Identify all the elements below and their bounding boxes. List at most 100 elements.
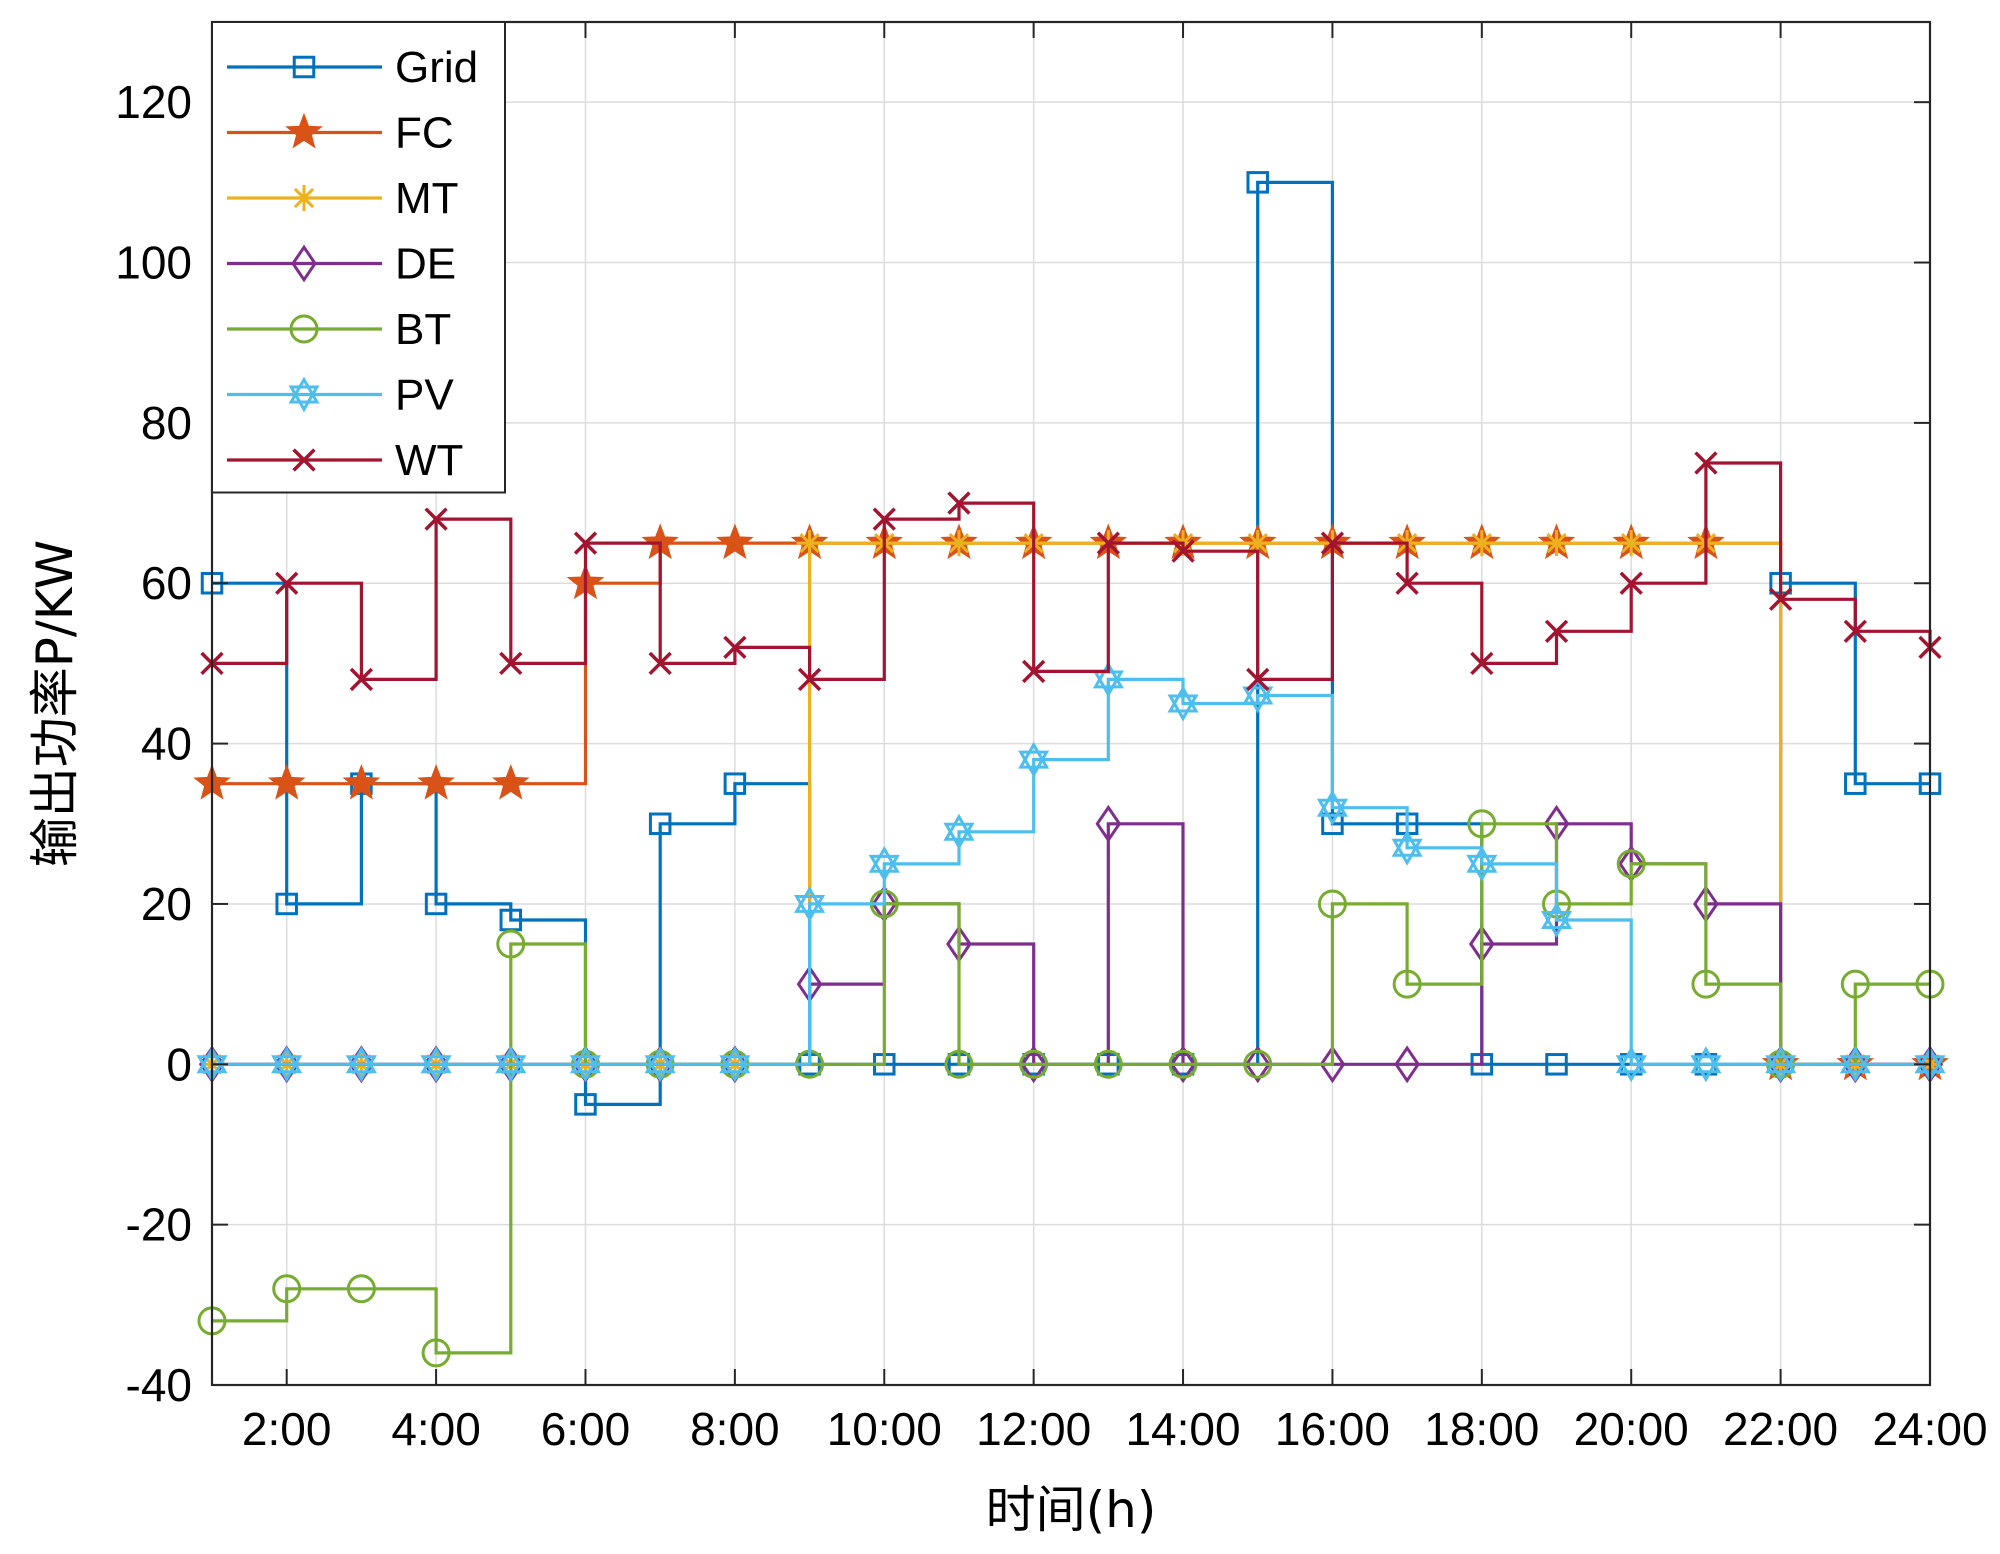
data-point-square — [1545, 1053, 1568, 1076]
y-tick-label: -40 — [126, 1359, 192, 1411]
hexagram-triangle-down — [1167, 694, 1199, 722]
asterisk-d2 — [1471, 532, 1492, 554]
legend-label: MT — [395, 174, 459, 223]
data-point-square — [275, 892, 298, 916]
hexagram-triangle-down — [345, 1055, 377, 1083]
data-point-diamond — [1095, 804, 1122, 843]
data-point-x — [573, 531, 598, 555]
x-stroke-2 — [1395, 571, 1419, 595]
x-stroke-2 — [872, 507, 896, 531]
x-stroke-2 — [797, 667, 822, 692]
data-point-circle — [421, 1338, 451, 1368]
hexagram-triangle-up — [1242, 677, 1274, 705]
data-point-circle — [1467, 809, 1497, 839]
data-point-square — [424, 892, 448, 916]
legend-label: Grid — [395, 43, 478, 92]
data-point-hexagram — [1690, 1046, 1722, 1083]
hexagram-triangle-down — [1765, 1055, 1797, 1083]
data-point-hexagram — [868, 845, 900, 882]
x-stroke-2 — [1843, 619, 1867, 643]
data-point-asterisk — [1618, 530, 1645, 557]
data-point-circle — [1317, 889, 1347, 919]
data-point-x — [1544, 619, 1569, 643]
data-point-hexagram — [1018, 741, 1050, 778]
x-stroke-2 — [1320, 531, 1345, 555]
x-stroke-2 — [1096, 531, 1120, 555]
data-point-x — [872, 507, 896, 531]
hexagram-triangle-up — [1316, 789, 1349, 817]
data-point-hexagram — [644, 1046, 676, 1083]
data-point-asterisk — [291, 185, 317, 211]
hexagram-triangle-down — [1316, 798, 1349, 826]
hexagram-triangle-up — [420, 1046, 452, 1074]
hexagram-triangle-up — [1615, 1046, 1647, 1074]
x-tick-label: 14:00 — [1125, 1403, 1240, 1455]
legend-item-pv: PV — [227, 371, 454, 420]
hexagram-triangle-up — [943, 813, 975, 841]
data-point-star — [417, 763, 455, 800]
data-point-circle — [1616, 849, 1646, 879]
x-stroke-2 — [499, 651, 523, 676]
data-point-x — [349, 667, 374, 692]
hexagram-triangle-down — [719, 1055, 751, 1083]
data-point-x — [292, 448, 316, 472]
axes-box — [210, 20, 1932, 1387]
hexagram-triangle-down — [868, 854, 900, 882]
data-point-star — [716, 523, 754, 560]
data-point-x — [648, 651, 672, 676]
legend: Grid FC MT DE BT PV WT — [211, 21, 506, 494]
data-point-hexagram — [793, 886, 826, 922]
data-point-x — [723, 635, 747, 660]
data-point-x — [499, 651, 523, 676]
x-tick-label: 6:00 — [541, 1403, 631, 1455]
data-point-square — [1246, 171, 1269, 194]
data-point-square — [1844, 772, 1867, 795]
legend-label: DE — [395, 240, 456, 289]
series-line-pv — [212, 677, 1930, 1066]
hexagram-triangle-down — [495, 1055, 527, 1083]
y-tick-label: 100 — [115, 237, 192, 289]
x-tick-label: 10:00 — [827, 1403, 942, 1455]
legend-box — [211, 21, 506, 494]
data-point-circle — [289, 314, 319, 344]
data-point-square — [574, 1093, 597, 1116]
data-point-diamond — [1170, 1045, 1196, 1084]
data-point-diamond — [1244, 1045, 1271, 1084]
hexagram-triangle-down — [943, 822, 975, 850]
data-point-x — [1470, 651, 1494, 676]
plot-series — [193, 171, 1949, 1368]
x-tick-label: 22:00 — [1723, 1403, 1838, 1455]
x-tick-label: 8:00 — [690, 1403, 780, 1455]
legend-label: BT — [395, 305, 451, 354]
data-point-circle — [1691, 969, 1721, 999]
legend-item-de: DE — [227, 240, 456, 289]
hexagram-triangle-up — [793, 886, 826, 913]
data-point-star — [285, 112, 323, 149]
x-axis-title: 时间(h) — [986, 1481, 1157, 1539]
data-point-circle — [1392, 969, 1422, 999]
data-point-asterisk — [1468, 530, 1495, 557]
hexagram-triangle-down — [288, 385, 320, 413]
y-tick-label: 80 — [141, 397, 192, 449]
x-tick-label: 24:00 — [1872, 1403, 1987, 1455]
data-point-x — [275, 571, 299, 595]
hexagram-triangle-up — [271, 1046, 303, 1074]
data-point-circle — [1840, 969, 1870, 999]
hexagram-triangle-up — [288, 376, 320, 404]
data-point-hexagram — [271, 1046, 303, 1083]
hexagram-triangle-down — [1690, 1055, 1722, 1083]
x-stroke-2 — [573, 531, 598, 555]
hexagram-triangle-up — [345, 1046, 377, 1074]
data-point-x — [1694, 451, 1718, 475]
legend-item-mt: MT — [227, 174, 459, 223]
data-point-x — [797, 667, 822, 692]
hexagram-triangle-down — [1391, 838, 1423, 866]
x-stroke-2 — [275, 571, 299, 595]
y-tick-label: 120 — [115, 76, 192, 128]
hexagram-triangle-up — [1541, 901, 1573, 929]
data-point-circle — [1168, 1049, 1198, 1079]
data-point-x — [1246, 667, 1270, 692]
x-stroke-2 — [723, 635, 747, 660]
x-stroke-2 — [648, 651, 672, 676]
x-stroke-2 — [947, 491, 971, 515]
